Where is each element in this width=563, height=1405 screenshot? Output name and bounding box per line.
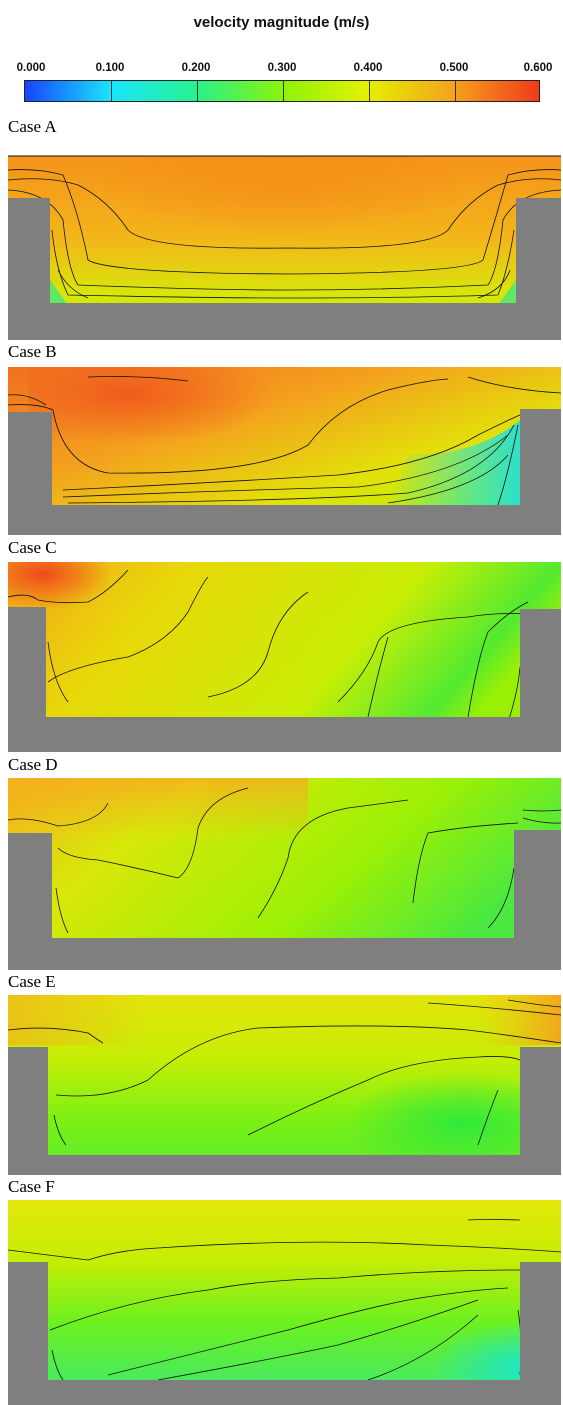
case-label-f: Case F — [8, 1177, 55, 1196]
channel-wall — [8, 409, 561, 535]
colorbar-tick — [197, 81, 198, 101]
colorbar-tick-label: 0.500 — [439, 62, 469, 74]
channel-wall — [8, 607, 561, 752]
channel-wall — [8, 1262, 561, 1405]
channel-wall — [8, 1047, 561, 1175]
colorbar-tick — [369, 81, 370, 101]
streamlines — [8, 169, 561, 299]
contour-panel-case-d — [8, 778, 561, 970]
contour-panel-case-c — [8, 562, 561, 752]
streamlines — [8, 376, 561, 506]
colorbar-tick — [455, 81, 456, 101]
colorbar-tick — [111, 81, 112, 101]
streamlines — [8, 569, 561, 723]
colorbar-title: velocity magnitude (m/s) — [193, 14, 370, 31]
case-label-c: Case C — [8, 538, 57, 557]
colorbar-tick-label: 0.300 — [267, 62, 297, 74]
colorbar-tick-label: 0.400 — [353, 62, 383, 74]
colorbar-tick — [283, 81, 284, 101]
colorbar-tick-label: 0.000 — [16, 62, 46, 74]
colorbar-tick-label: 0.100 — [95, 62, 125, 74]
streamlines — [8, 787, 561, 934]
contour-panel-case-a — [8, 140, 561, 340]
streamlines — [8, 999, 561, 1146]
channel-wall — [8, 830, 561, 970]
case-label-b: Case B — [8, 342, 57, 361]
contour-panel-case-f — [8, 1200, 561, 1405]
colorbar — [24, 80, 540, 102]
channel-wall — [8, 198, 561, 340]
contour-panel-case-e — [8, 995, 561, 1175]
colorbar-tick-label: 0.600 — [523, 62, 553, 74]
streamlines — [8, 1219, 561, 1381]
contour-panel-case-b — [8, 365, 561, 535]
case-label-a: Case A — [8, 117, 57, 136]
colorbar-tick-label: 0.200 — [181, 62, 211, 74]
case-label-d: Case D — [8, 755, 58, 774]
case-label-e: Case E — [8, 972, 56, 991]
